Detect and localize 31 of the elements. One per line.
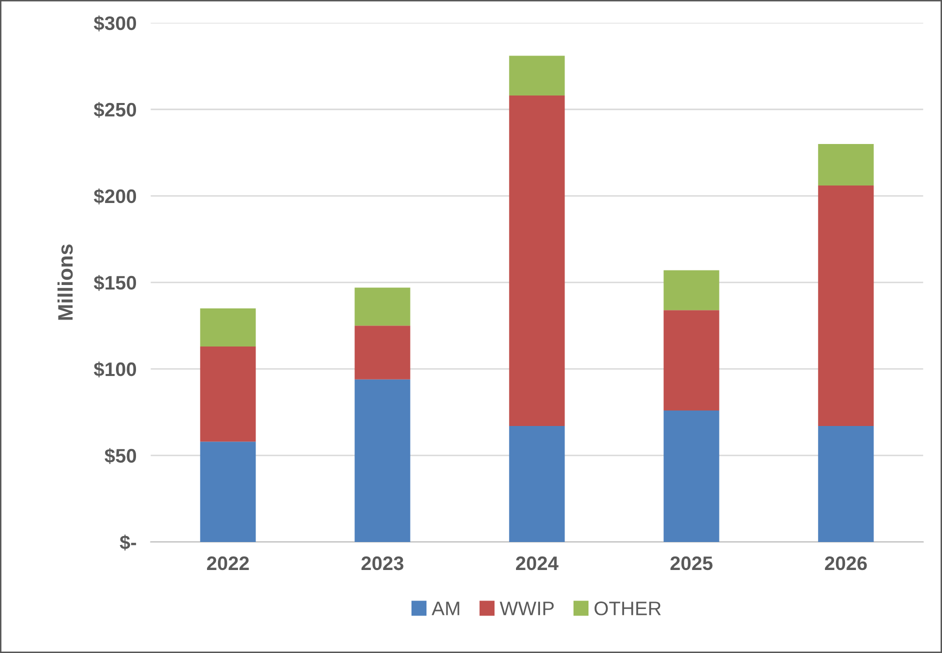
y-tick-label: $100 — [94, 362, 136, 378]
legend-label: WWIP — [500, 602, 554, 616]
bar — [818, 144, 874, 186]
bar — [354, 326, 410, 380]
legend-label: AM — [432, 602, 460, 616]
bar — [509, 96, 565, 426]
y-tick-label: $50 — [104, 448, 136, 464]
bar — [200, 308, 256, 346]
x-tick-label: 2022 — [207, 556, 249, 570]
bar — [664, 310, 720, 410]
y-tick-label: $300 — [94, 15, 136, 32]
x-tick-label: 2026 — [824, 556, 867, 570]
bar — [818, 426, 874, 542]
bar — [818, 186, 874, 426]
x-tick-label: 2023 — [362, 556, 404, 570]
bar — [664, 270, 720, 310]
bar — [354, 379, 410, 542]
y-tick-label: $- — [120, 534, 136, 550]
y-tick-label: $200 — [94, 188, 136, 204]
y-tick-label: $250 — [94, 102, 136, 118]
bar — [509, 426, 565, 542]
x-tick-label: 2024 — [516, 556, 558, 570]
bar — [664, 410, 720, 542]
bar — [509, 56, 565, 96]
bar — [200, 346, 256, 442]
bar — [354, 288, 410, 326]
y-axis-title: Millions — [57, 244, 73, 320]
legend-label: OTHER — [594, 602, 661, 616]
x-tick-label: 2025 — [670, 556, 713, 570]
bar — [200, 442, 256, 542]
y-tick-label: $150 — [94, 275, 136, 291]
